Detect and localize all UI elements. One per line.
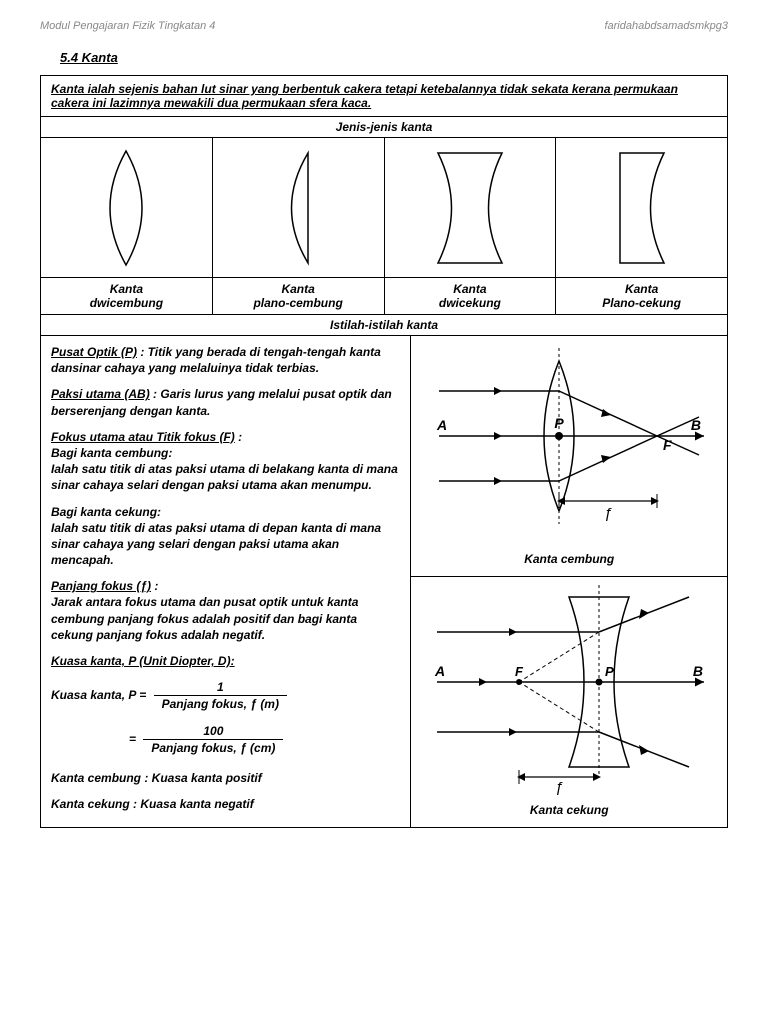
lens-sub-3: Plano-cekung bbox=[602, 296, 681, 310]
lens-sub-0: dwicembung bbox=[90, 296, 163, 310]
label-a: A bbox=[436, 417, 447, 433]
concave-diagram-box: P F A B ƒ Kanta cekung bbox=[411, 577, 727, 827]
lens-shape-dwicekung bbox=[385, 138, 556, 278]
lens-name-3: Kanta bbox=[625, 282, 658, 296]
lens-name-0: Kanta bbox=[110, 282, 143, 296]
cekung-kuasa: Kanta cekung : Kuasa kanta negatif bbox=[51, 796, 400, 812]
label-p: P bbox=[555, 415, 565, 431]
header-left: Modul Pengajaran Fizik Tingkatan 4 bbox=[40, 20, 215, 32]
cembung-kuasa: Kanta cembung : Kuasa kanta positif bbox=[51, 770, 400, 786]
label-fsym-2: ƒ bbox=[555, 779, 563, 796]
label-fsym-1: ƒ bbox=[604, 505, 612, 522]
convex-diagram-box: P A B F ƒ Kanta cembung bbox=[411, 336, 727, 577]
pusat-optik-label: Pusat Optik (P) bbox=[51, 345, 137, 359]
header-right: faridahabdsamadsmkpg3 bbox=[604, 20, 728, 32]
lens-sub-1: plano-cembung bbox=[253, 296, 342, 310]
formula-num2: 100 bbox=[143, 723, 283, 740]
lens-shape-dwicembung bbox=[41, 138, 212, 278]
formula-lhs: Kuasa kanta, P = bbox=[51, 688, 146, 702]
formula-frac-1: 1 Panjang fokus, ƒ (m) bbox=[154, 679, 287, 712]
page-header: Modul Pengajaran Fizik Tingkatan 4 farid… bbox=[40, 20, 728, 32]
lens-sub-2: dwicekung bbox=[439, 296, 501, 310]
fokus-utama-colon: : bbox=[235, 430, 242, 444]
label-a-2: A bbox=[434, 663, 445, 679]
definition-row: Kanta ialah sejenis bahan lut sinar yang… bbox=[41, 76, 727, 117]
concave-label: Kanta cekung bbox=[530, 797, 609, 827]
label-f: F bbox=[663, 437, 672, 453]
panjang-fokus-colon: : bbox=[151, 579, 158, 593]
formula-frac-2: 100 Panjang fokus, ƒ (cm) bbox=[143, 723, 283, 756]
lens-shape-planocembung bbox=[213, 138, 384, 278]
istilah-header: Istilah-istilah kanta bbox=[41, 314, 727, 335]
content-box: Kanta ialah sejenis bahan lut sinar yang… bbox=[40, 75, 728, 828]
cembung-head: Bagi kanta cembung: bbox=[51, 446, 172, 460]
paksi-utama-label: Paksi utama (AB) bbox=[51, 387, 150, 401]
panjang-fokus-body: Jarak antara fokus utama dan pusat optik… bbox=[51, 595, 358, 641]
formula-den1: Panjang fokus, ƒ (m) bbox=[154, 696, 287, 712]
section-title: 5.4 Kanta bbox=[60, 50, 728, 65]
label-f-2: F bbox=[515, 664, 524, 679]
lens-cell-dwicembung: Kanta dwicembung bbox=[41, 138, 213, 314]
formula-den2: Panjang fokus, ƒ (cm) bbox=[143, 740, 283, 756]
label-p-2: P bbox=[605, 664, 614, 679]
lens-row: Kanta dwicembung Kanta plano-cembung bbox=[41, 138, 727, 314]
fokus-utama-label: Fokus utama atau Titik fokus (F) bbox=[51, 430, 235, 444]
cekung-body: Ialah satu titik di atas paksi utama di … bbox=[51, 521, 381, 567]
diagrams-column: P A B F ƒ Kanta cembung bbox=[411, 336, 727, 827]
terms-text: Pusat Optik (P) : Titik yang berada di t… bbox=[41, 336, 411, 827]
cembung-body: Ialah satu titik di atas paksi utama di … bbox=[51, 462, 398, 492]
jenis-header: Jenis-jenis kanta bbox=[41, 117, 727, 138]
definition-text: Kanta ialah sejenis bahan lut sinar yang… bbox=[51, 82, 678, 110]
formula-num1: 1 bbox=[154, 679, 287, 696]
convex-label: Kanta cembung bbox=[524, 546, 614, 576]
concave-ray-diagram: P F A B ƒ bbox=[419, 577, 719, 797]
lens-name-1: Kanta bbox=[281, 282, 314, 296]
formula-eq: = bbox=[129, 731, 136, 745]
lens-cell-planocembung: Kanta plano-cembung bbox=[213, 138, 385, 314]
cekung-head: Bagi kanta cekung: bbox=[51, 505, 161, 519]
label-b: B bbox=[691, 417, 701, 433]
lens-cell-dwicekung: Kanta dwicekung bbox=[385, 138, 557, 314]
kuasa-kanta-label: Kuasa kanta, P (Unit Diopter, D): bbox=[51, 654, 235, 668]
panjang-fokus-label: Panjang fokus (ƒ) bbox=[51, 579, 151, 593]
lens-shape-planocekung bbox=[556, 138, 727, 278]
convex-ray-diagram: P A B F ƒ bbox=[419, 336, 719, 546]
lens-name-2: Kanta bbox=[453, 282, 486, 296]
label-b-2: B bbox=[693, 663, 703, 679]
terms-row: Pusat Optik (P) : Titik yang berada di t… bbox=[41, 335, 727, 827]
lens-cell-planocekung: Kanta Plano-cekung bbox=[556, 138, 727, 314]
